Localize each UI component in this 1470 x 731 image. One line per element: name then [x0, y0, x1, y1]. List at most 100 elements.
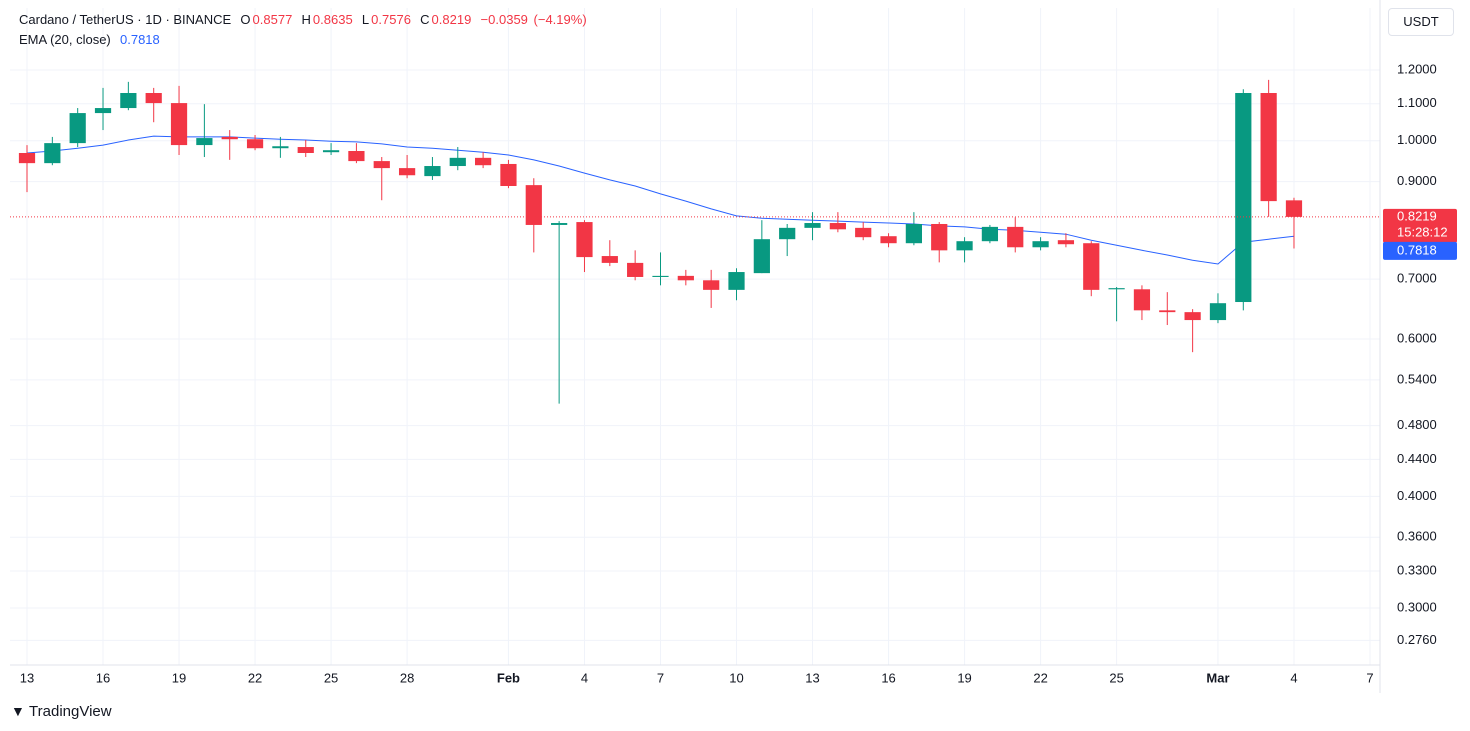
candle-body	[1184, 312, 1201, 321]
candle-body	[1032, 241, 1049, 248]
candle-body	[272, 146, 289, 149]
ema-price-box	[1383, 241, 1457, 260]
x-tick-label: 19	[957, 670, 971, 685]
candle-body	[627, 262, 644, 277]
y-tick-label: 1.1000	[1397, 95, 1437, 110]
candle-body	[551, 223, 568, 225]
legend-ohlc: Cardano / TetherUS · 1D · BINANCE O 0.857…	[19, 12, 589, 27]
y-tick-label: 0.3000	[1397, 599, 1437, 614]
candle-body	[145, 93, 162, 104]
candle-body	[652, 275, 669, 277]
currency-button[interactable]: USDT	[1388, 8, 1454, 36]
candle-body	[677, 275, 694, 281]
y-tick-label: 0.4000	[1397, 488, 1437, 503]
ohlc-key: O	[240, 12, 251, 27]
y-tick-label: 0.3600	[1397, 529, 1437, 544]
candle-body	[120, 93, 137, 109]
candle-body	[1260, 93, 1277, 202]
change-pct: (−4.19%)	[533, 12, 587, 27]
ohlc-key: C	[420, 12, 430, 27]
candle-body	[1235, 93, 1252, 303]
candle-body	[196, 138, 213, 146]
x-tick-label: 22	[1033, 670, 1047, 685]
candle-body	[1108, 288, 1125, 290]
candle-body	[94, 108, 112, 114]
ema-value: 0.7818	[120, 32, 160, 47]
x-tick-label: 25	[1109, 670, 1123, 685]
candle-body	[525, 185, 542, 225]
y-tick-label: 0.3300	[1397, 562, 1437, 577]
x-tick-label: Mar	[1206, 670, 1229, 685]
candle-body	[576, 222, 593, 258]
x-tick-label: 16	[881, 670, 895, 685]
candle-body	[373, 161, 390, 169]
candle-body	[170, 103, 188, 146]
candle-body	[322, 150, 340, 153]
ema-price-label: 0.7818	[1397, 242, 1437, 257]
candle-body	[18, 152, 36, 164]
y-tick-label: 0.5400	[1397, 371, 1437, 386]
x-tick-label: 13	[20, 670, 34, 685]
candle-body	[1083, 243, 1100, 290]
y-tick-label: 1.0000	[1397, 132, 1437, 147]
countdown: 15:28:12	[1397, 224, 1448, 239]
brand-name: TradingView	[29, 703, 112, 720]
ohlc-value: 0.8577	[252, 12, 293, 27]
x-tick-label: 4	[581, 670, 588, 685]
candle-body	[297, 147, 314, 153]
candle-body	[1007, 226, 1024, 248]
legend-ema: EMA (20, close) 0.7818	[19, 32, 162, 47]
x-tick-label: 22	[248, 670, 262, 685]
ohlc-key: H	[301, 12, 311, 27]
last-price-label: 0.8219	[1397, 208, 1437, 223]
x-tick-label: 19	[172, 670, 186, 685]
candle-body	[449, 157, 466, 167]
x-tick-label: 4	[1290, 670, 1297, 685]
candle-body	[703, 280, 720, 290]
y-tick-label: 0.7000	[1397, 271, 1437, 286]
candle-body	[475, 157, 492, 166]
candle-body	[1209, 303, 1227, 321]
x-tick-label: 7	[1366, 670, 1373, 685]
candle-body	[981, 226, 999, 242]
candle-body	[1133, 289, 1151, 311]
y-tick-label: 0.9000	[1397, 173, 1437, 188]
candle-body	[880, 236, 897, 244]
candle-body	[728, 272, 745, 290]
ema-line	[26, 135, 1295, 265]
x-tick-label: 28	[400, 670, 414, 685]
ohlc-value: 0.8635	[312, 12, 353, 27]
y-tick-label: 0.4400	[1397, 451, 1437, 466]
candle-body	[931, 223, 948, 251]
ema-name: EMA (20, close)	[19, 32, 111, 47]
candle-body	[804, 223, 821, 228]
x-tick-label: 25	[324, 670, 338, 685]
candle-body	[855, 227, 872, 238]
candle-body	[1057, 240, 1075, 245]
x-tick-label: 16	[96, 670, 110, 685]
brand: ▼ TradingView	[11, 703, 112, 720]
symbol: Cardano / TetherUS · 1D · BINANCE	[19, 12, 232, 27]
candle-body	[246, 139, 264, 149]
y-tick-label: 0.6000	[1397, 330, 1437, 345]
x-tick-label: 13	[805, 670, 819, 685]
candle-body	[1159, 310, 1176, 313]
y-tick-label: 0.4800	[1397, 417, 1437, 432]
ohlc-value: 0.7576	[371, 12, 411, 27]
candle-body	[905, 223, 922, 244]
candle-body	[424, 166, 441, 177]
candle-body	[500, 163, 517, 186]
candle-body	[956, 241, 973, 251]
ohlc-key: L	[361, 12, 370, 27]
candle-body	[753, 239, 770, 274]
change: −0.0359	[480, 12, 528, 27]
candle-body	[221, 136, 238, 140]
candle-body	[829, 223, 846, 230]
x-tick-label: 7	[657, 670, 664, 685]
y-tick-label: 0.2760	[1397, 632, 1437, 647]
x-tick-label: Feb	[497, 670, 520, 685]
y-tick-label: 1.2000	[1397, 61, 1437, 76]
candle-body	[601, 256, 618, 263]
